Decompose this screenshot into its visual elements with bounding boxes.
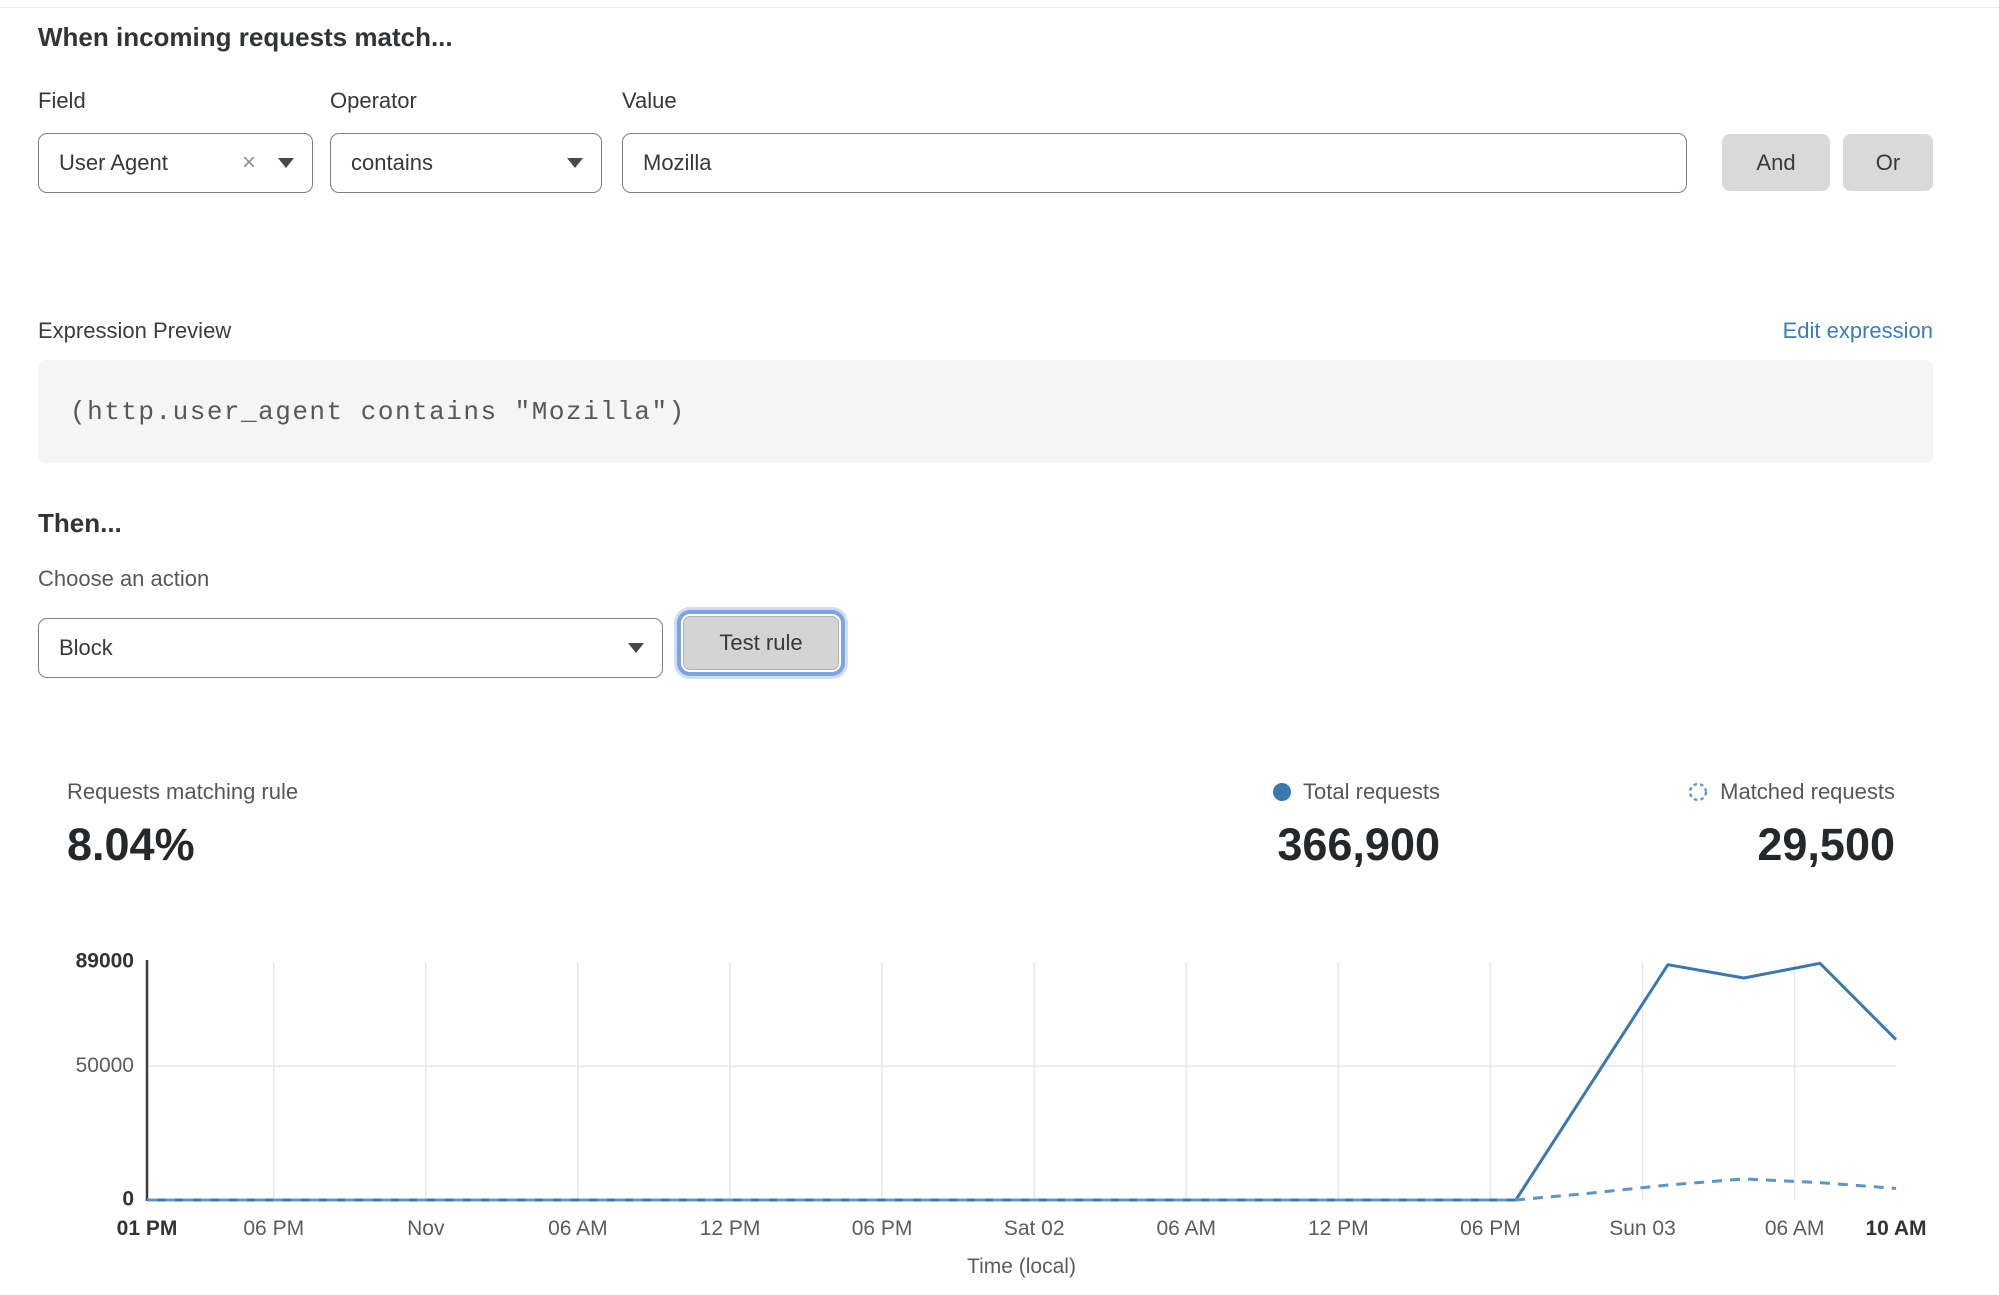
chevron-down-icon xyxy=(628,643,644,653)
top-divider xyxy=(0,7,1999,8)
chevron-down-icon xyxy=(278,158,294,168)
requests-matching-stat: Requests matching rule 8.04% xyxy=(67,778,298,871)
svg-text:06 AM: 06 AM xyxy=(1156,1217,1216,1240)
value-label: Value xyxy=(622,88,677,113)
svg-text:10 AM: 10 AM xyxy=(1865,1217,1926,1240)
svg-text:Sat 02: Sat 02 xyxy=(1004,1217,1065,1240)
page-title: When incoming requests match... xyxy=(38,22,453,52)
and-button[interactable]: And xyxy=(1722,134,1830,191)
operator-select[interactable]: contains xyxy=(330,133,602,193)
svg-text:Nov: Nov xyxy=(407,1217,445,1240)
expression-preview-label: Expression Preview xyxy=(38,318,232,343)
requests-matching-value: 8.04% xyxy=(67,819,195,870)
expression-code: (http.user_agent contains "Mozilla") xyxy=(70,396,686,427)
svg-text:06 PM: 06 PM xyxy=(852,1217,913,1240)
svg-text:01 PM: 01 PM xyxy=(117,1217,178,1240)
value-input[interactable] xyxy=(622,133,1687,193)
requests-chart: 89000 50000 0 01 PM 06 PM Nov 06 AM 12 PM 06 PM S… xyxy=(76,950,1927,1278)
matched-requests-label: Matched requests xyxy=(1720,779,1895,804)
svg-text:50000: 50000 xyxy=(76,1054,134,1077)
total-requests-label: Total requests xyxy=(1303,779,1440,804)
operator-select-value: contains xyxy=(351,150,433,175)
svg-text:Sun 03: Sun 03 xyxy=(1609,1217,1676,1240)
field-select[interactable]: User Agent × xyxy=(38,133,313,193)
edit-expression-link[interactable]: Edit expression xyxy=(1782,318,1933,343)
svg-text:12 PM: 12 PM xyxy=(700,1217,761,1240)
field-select-value: User Agent xyxy=(59,150,168,175)
matched-requests-stat: Matched requests 29,500 xyxy=(1688,778,1895,871)
test-rule-button[interactable]: Test rule xyxy=(683,616,839,670)
then-heading: Then... xyxy=(38,508,122,538)
action-select-value: Block xyxy=(59,635,113,660)
svg-text:89000: 89000 xyxy=(76,950,134,973)
svg-text:06 AM: 06 AM xyxy=(548,1217,608,1240)
requests-chart-container: 89000 50000 0 01 PM 06 PM Nov 06 AM 12 PM 06 PM S… xyxy=(0,930,1999,1295)
svg-text:12 PM: 12 PM xyxy=(1308,1217,1369,1240)
total-requests-dot-icon xyxy=(1273,783,1292,801)
total-requests-stat: Total requests 366,900 xyxy=(1273,778,1440,871)
or-button[interactable]: Or xyxy=(1843,134,1933,191)
svg-text:06 AM: 06 AM xyxy=(1765,1217,1825,1240)
expression-preview-box: (http.user_agent contains "Mozilla") xyxy=(38,360,1933,463)
operator-label: Operator xyxy=(330,88,417,113)
chevron-down-icon xyxy=(567,158,583,168)
svg-text:Time (local): Time (local) xyxy=(967,1255,1076,1278)
total-requests-value: 366,900 xyxy=(1277,819,1440,870)
choose-action-label: Choose an action xyxy=(38,566,210,591)
clear-icon[interactable]: × xyxy=(241,149,256,176)
matched-requests-dashed-circle-icon xyxy=(1688,782,1708,802)
action-select[interactable]: Block xyxy=(38,618,663,678)
svg-text:0: 0 xyxy=(122,1188,134,1211)
svg-text:06 PM: 06 PM xyxy=(243,1217,304,1240)
matched-requests-value: 29,500 xyxy=(1757,819,1895,870)
field-label: Field xyxy=(38,88,86,113)
svg-text:06 PM: 06 PM xyxy=(1460,1217,1521,1240)
requests-matching-label: Requests matching rule xyxy=(67,779,299,804)
